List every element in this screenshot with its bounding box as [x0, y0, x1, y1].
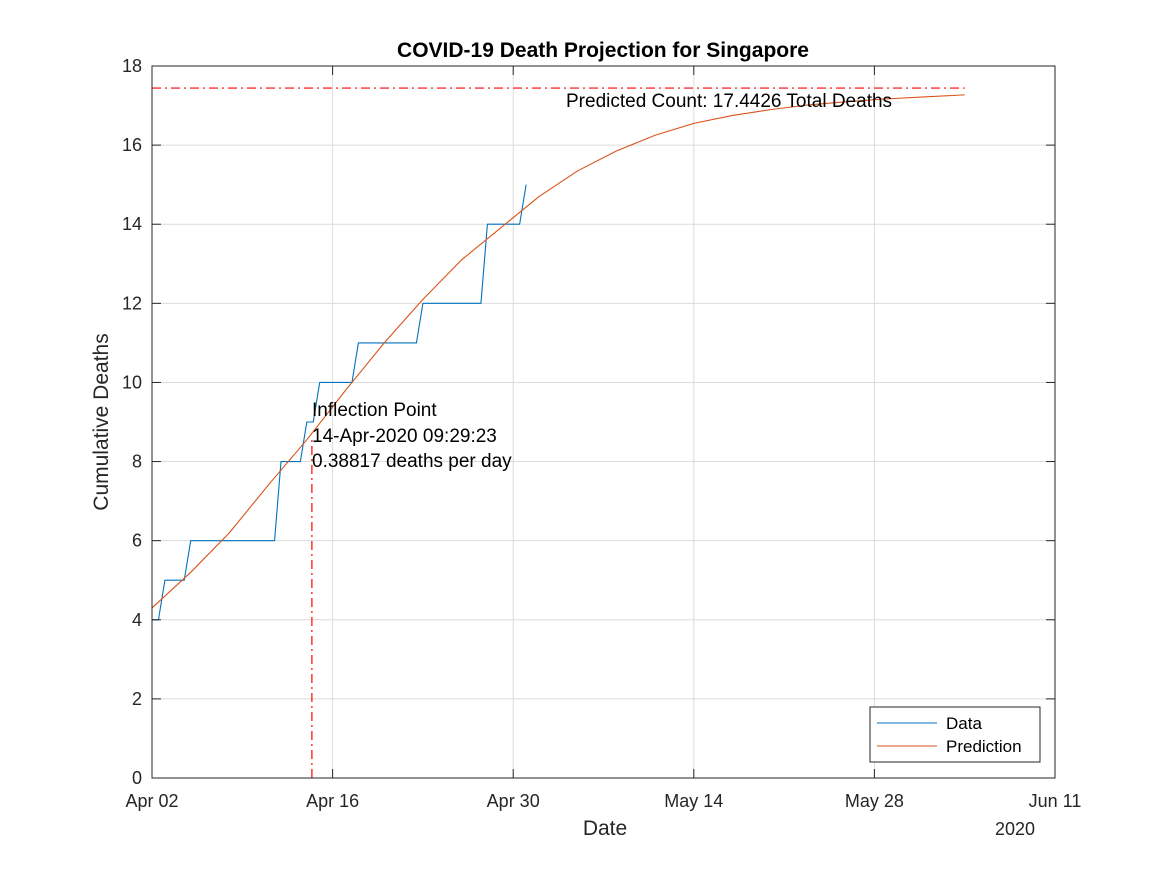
inflection-point-title: Inflection Point — [312, 400, 437, 421]
reference-lines — [152, 87, 965, 778]
legend-label-prediction: Prediction — [946, 737, 1022, 756]
plot-series — [151, 94, 965, 621]
y-tick-label: 8 — [132, 452, 142, 472]
x-tick-label: May 28 — [845, 791, 904, 811]
y-tick-label: 2 — [132, 689, 142, 709]
y-tick-label: 6 — [132, 531, 142, 551]
inflection-point-rate: 0.38817 deaths per day — [312, 451, 512, 472]
y-tick-label: 0 — [132, 768, 142, 788]
x-axis-year-label: 2020 — [995, 819, 1035, 839]
inflection-point-date: 14-Apr-2020 09:29:23 — [312, 426, 497, 447]
x-tick-label: Apr 30 — [487, 791, 540, 811]
plot-area-border — [151, 65, 1056, 779]
x-tick-label: Apr 16 — [306, 791, 359, 811]
x-tick-labels: Apr 02 Apr 16 Apr 30 May 14 May 28 Jun 11 — [125, 791, 1081, 811]
x-tick-label: Jun 11 — [1029, 791, 1082, 811]
y-tick-label: 4 — [132, 610, 142, 630]
legend-box — [869, 706, 1041, 763]
grid-lines — [152, 66, 1055, 778]
y-tick-labels: 0 2 4 6 8 10 12 14 16 18 — [122, 56, 142, 788]
y-tick-label: 12 — [122, 293, 142, 313]
series-prediction-line — [151, 94, 965, 609]
legend-label-data: Data — [946, 714, 982, 733]
chart-title: COVID-19 Death Projection for Singapore — [397, 39, 809, 62]
axis-ticks — [151, 65, 1056, 779]
x-axis-title: Date — [583, 817, 627, 840]
y-tick-label: 14 — [122, 214, 142, 234]
x-tick-label: May 14 — [664, 791, 723, 811]
y-tick-label: 10 — [122, 372, 142, 392]
predicted-count-annotation: Predicted Count: 17.4426 Total Deaths — [566, 91, 892, 112]
y-axis-title: Cumulative Deaths — [90, 333, 113, 510]
series-data-line — [152, 184, 527, 621]
y-tick-label: 18 — [122, 56, 142, 76]
y-tick-label: 16 — [122, 135, 142, 155]
x-tick-label: Apr 02 — [125, 791, 178, 811]
legend: Data Prediction — [869, 706, 1041, 763]
